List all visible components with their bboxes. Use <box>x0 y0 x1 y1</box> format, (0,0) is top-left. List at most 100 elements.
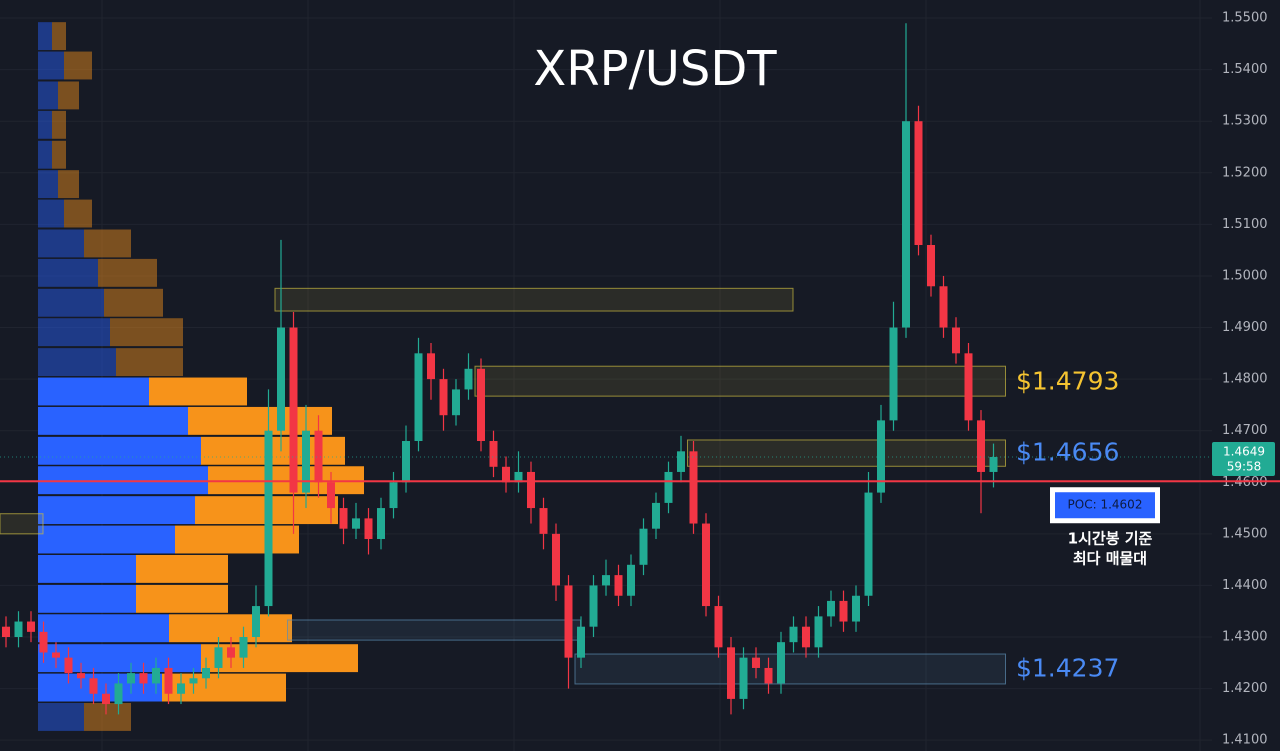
candle-body <box>689 451 698 524</box>
candle-body <box>664 471 673 503</box>
candle-body <box>877 420 885 493</box>
profile-buy <box>38 199 64 228</box>
candle-body <box>602 575 610 586</box>
candle-body <box>989 456 998 472</box>
profile-sell <box>208 466 364 495</box>
candle-body <box>977 420 985 472</box>
profile-sell <box>201 436 345 465</box>
zone <box>0 513 44 535</box>
grid <box>101 0 1201 751</box>
candle-body <box>402 441 410 483</box>
candle-body <box>439 379 448 416</box>
candle-body <box>614 575 623 596</box>
profile-sell <box>58 81 79 110</box>
candle-body <box>364 518 373 540</box>
zone <box>274 287 794 312</box>
candle-body <box>539 508 548 534</box>
candle-body <box>139 673 148 684</box>
candle-body <box>339 508 348 529</box>
candle-body <box>589 585 598 627</box>
candle-body <box>327 482 335 509</box>
candle-body <box>77 673 85 679</box>
candle-body <box>639 528 648 565</box>
candle-body <box>314 430 323 483</box>
profile-buy <box>38 466 208 495</box>
candle-body <box>964 353 973 421</box>
zone-level-label: $1.4237 <box>1016 654 1119 683</box>
profile-sell <box>136 584 228 613</box>
candle-body <box>64 657 73 674</box>
candle-body <box>764 667 773 684</box>
zone <box>287 619 581 641</box>
candle-body <box>902 121 910 328</box>
poc-label: POC: 1.4602 <box>1068 498 1143 512</box>
profile-sell <box>84 229 131 258</box>
profile-sell <box>84 703 131 731</box>
profile-buy <box>38 81 58 110</box>
profile-buy <box>38 318 110 347</box>
candle-body <box>189 678 198 684</box>
profile-sell <box>52 22 66 51</box>
candle-body <box>839 600 848 622</box>
profile-sell <box>201 644 358 673</box>
y-tick-label: 1.4400 <box>1222 578 1268 593</box>
profile-buy <box>38 110 52 139</box>
profile-sell <box>98 258 157 287</box>
profile-buy <box>38 496 195 525</box>
candle-body <box>389 482 398 509</box>
chart-title: XRP/USDT <box>533 41 777 97</box>
y-tick-label: 1.4900 <box>1222 320 1268 335</box>
candle-body <box>264 430 273 607</box>
y-tick-label: 1.4100 <box>1222 733 1268 748</box>
y-tick-label: 1.4500 <box>1222 526 1268 541</box>
profile-buy <box>38 377 149 406</box>
y-tick-label: 1.5000 <box>1222 268 1268 283</box>
candle-body <box>702 523 710 607</box>
profile-sell <box>52 140 66 169</box>
profile-sell <box>64 51 92 80</box>
profile-sell <box>64 199 92 228</box>
profile-buy <box>38 229 84 258</box>
y-tick-label: 1.4600 <box>1222 475 1268 490</box>
candle-body <box>789 626 798 643</box>
candle-body <box>352 518 360 529</box>
profile-buy <box>38 703 84 731</box>
candle-body <box>427 353 435 380</box>
y-tick-label: 1.5500 <box>1222 11 1268 26</box>
candle-body <box>39 631 48 653</box>
candle-body <box>464 368 473 390</box>
profile-sell <box>188 406 332 435</box>
y-tick-label: 1.4300 <box>1222 630 1268 645</box>
candle-body <box>802 626 810 648</box>
profile-buy <box>38 584 136 613</box>
candle-body <box>489 441 498 467</box>
candle-body <box>514 471 523 483</box>
countdown: 59:58 <box>1227 459 1262 473</box>
profile-sell <box>136 554 228 583</box>
profile-sell <box>175 525 299 554</box>
candle-body <box>289 327 298 493</box>
candle-body <box>127 673 135 684</box>
profile-buy <box>38 436 201 465</box>
annotation: 최다 매물대 <box>1073 550 1147 568</box>
candle-body <box>452 389 460 416</box>
candle-body <box>202 667 210 679</box>
candle-body <box>277 327 285 431</box>
y-tick-label: 1.5100 <box>1222 217 1268 232</box>
candle-body <box>152 667 160 684</box>
candle-body <box>114 683 123 705</box>
candle-body <box>302 430 310 493</box>
candle-body <box>939 286 948 328</box>
candle-body <box>952 327 960 354</box>
candle-body <box>864 492 873 596</box>
candle-body <box>89 678 98 694</box>
profile-buy <box>38 22 52 51</box>
profile-sell <box>58 170 79 199</box>
candle-body <box>239 637 248 658</box>
profile-sell <box>104 288 163 317</box>
profile-buy <box>38 348 116 377</box>
candle-body <box>652 502 660 529</box>
candle-body <box>164 667 173 694</box>
candle-body <box>827 600 835 617</box>
zone-level-label: $1.4793 <box>1016 367 1119 396</box>
